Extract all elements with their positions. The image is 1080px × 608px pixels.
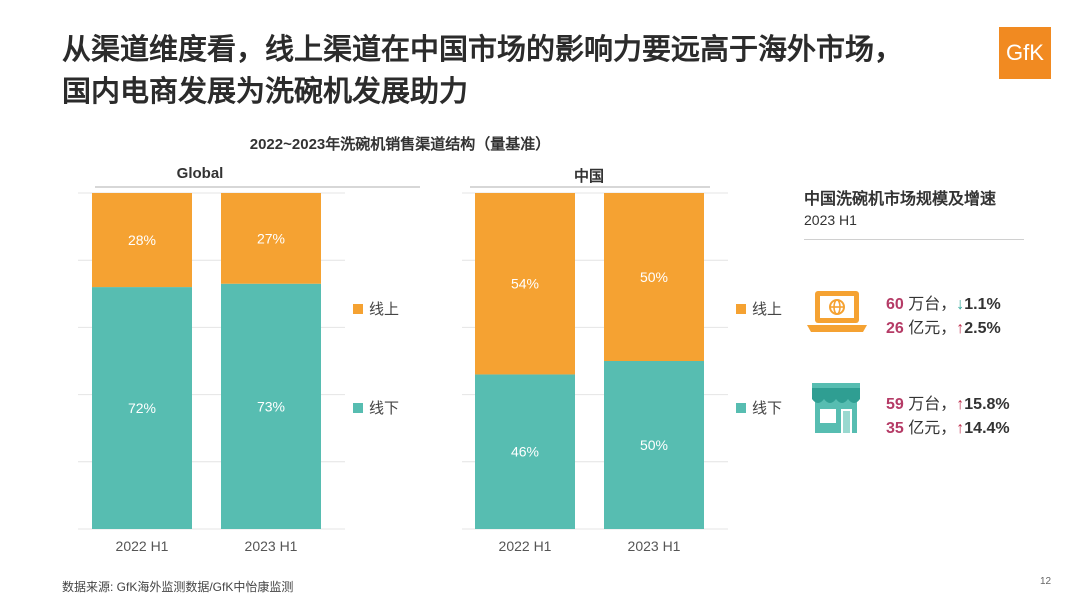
online-volume-unit: 万台， xyxy=(908,296,957,313)
data-label: 72% xyxy=(128,400,156,416)
data-source-footnote: 数据来源: GfK海外监测数据/GfK中怡康监测 xyxy=(62,580,294,594)
x-tick-label: 2022 H1 xyxy=(116,538,169,554)
legend-swatch-offline xyxy=(736,403,746,413)
page-title: 从渠道维度看，线上渠道在中国市场的影响力要远高于海外市场， 国内电商发展为洗碗机… xyxy=(62,28,982,112)
store-icon xyxy=(812,383,860,433)
offline-volume-growth: 15.8% xyxy=(964,396,1010,413)
x-tick-label: 2023 H1 xyxy=(628,538,681,554)
data-label: 54% xyxy=(511,276,539,292)
online-value-unit: 亿元， xyxy=(908,320,957,337)
data-label: 73% xyxy=(257,398,285,414)
x-tick-label: 2022 H1 xyxy=(499,538,552,554)
offline-value-value: 35 xyxy=(886,420,904,437)
market-title: 中国洗碗机市场规模及增速 xyxy=(804,191,997,208)
up-arrow-icon: ↑ xyxy=(956,420,965,437)
bar-offline xyxy=(221,283,321,529)
bar-online xyxy=(221,193,321,284)
data-label: 28% xyxy=(128,232,156,248)
offline-value-unit: 亿元， xyxy=(908,420,957,437)
online-value-value: 26 xyxy=(886,320,904,337)
legend-label-offline: 线下 xyxy=(752,400,783,417)
online-volume: 60 万台，↓1.1% xyxy=(886,290,1001,314)
panel-label-global: Global xyxy=(176,165,224,182)
panel-label-china: 中国 xyxy=(573,168,604,185)
data-label: 50% xyxy=(640,437,668,453)
legend-online-global: 线上 xyxy=(353,298,399,319)
legend-offline-global: 线下 xyxy=(353,397,399,418)
legend-label-online: 线上 xyxy=(752,301,783,318)
title-line-2: 国内电商发展为洗碗机发展助力 xyxy=(62,74,469,108)
legend-label-online: 线上 xyxy=(369,301,400,318)
bar-offline xyxy=(92,287,192,529)
data-label: 27% xyxy=(257,230,285,246)
legend-swatch-offline xyxy=(353,403,363,413)
legend-swatch-online xyxy=(353,304,363,314)
laptop-globe-icon xyxy=(807,291,867,332)
online-value: 26 亿元，↑2.5% xyxy=(886,314,1001,338)
down-arrow-icon: ↓ xyxy=(956,296,965,313)
legend-swatch-online xyxy=(736,304,746,314)
legend-online-china: 线上 xyxy=(736,298,782,319)
market-period: 2023 H1 xyxy=(804,212,857,228)
offline-volume: 59 万台，↑15.8% xyxy=(886,390,1010,414)
gfk-logo: GfK xyxy=(999,27,1051,79)
offline-volume-unit: 万台， xyxy=(908,396,957,413)
data-label: 46% xyxy=(511,444,539,460)
x-tick-label: 2023 H1 xyxy=(245,538,298,554)
panel-underline-china xyxy=(470,186,710,188)
market-divider xyxy=(804,239,1024,240)
bar-offline xyxy=(475,374,575,529)
legend-offline-china: 线下 xyxy=(736,397,782,418)
offline-volume-value: 59 xyxy=(886,396,904,413)
bar-online xyxy=(475,193,575,375)
bar-online xyxy=(92,193,192,288)
data-label: 50% xyxy=(640,269,668,285)
up-arrow-icon: ↑ xyxy=(956,396,965,413)
offline-value: 35 亿元，↑14.4% xyxy=(886,414,1010,438)
page-number: 12 xyxy=(1040,576,1052,587)
online-volume-growth: 1.1% xyxy=(964,296,1001,313)
online-volume-value: 60 xyxy=(886,296,904,313)
offline-value-growth: 14.4% xyxy=(964,420,1010,437)
online-value-growth: 2.5% xyxy=(964,320,1001,337)
title-line-1: 从渠道维度看，线上渠道在中国市场的影响力要远高于海外市场， xyxy=(62,32,904,66)
legend-label-offline: 线下 xyxy=(369,400,400,417)
bar-offline xyxy=(604,361,704,529)
bar-online xyxy=(604,193,704,361)
panel-underline-global xyxy=(95,186,420,188)
up-arrow-icon: ↑ xyxy=(956,320,965,337)
chart-title: 2022~2023年洗碗机销售渠道结构（量基准） xyxy=(249,136,551,153)
